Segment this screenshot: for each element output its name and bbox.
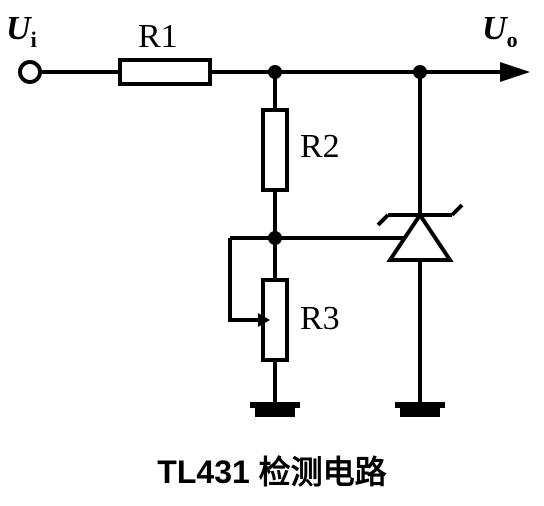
zener-cathode-right-bend <box>452 205 462 215</box>
r3-label: R3 <box>300 300 340 338</box>
ground-zener-fill <box>400 405 440 417</box>
r2-label: R2 <box>300 128 340 166</box>
r1-label: R1 <box>138 18 178 56</box>
output-label-sub: o <box>507 27 518 52</box>
input-label: Ui <box>6 10 37 53</box>
circuit-diagram: Ui Uo R1 R2 R3 TL431 检测电路 <box>0 0 544 501</box>
caption: TL431 检测电路 <box>157 447 386 493</box>
zener-cathode-left-bend <box>378 215 388 225</box>
circuit-svg <box>0 0 544 501</box>
r3-wiper-wire <box>230 243 258 320</box>
input-label-sub: i <box>31 27 37 52</box>
output-arrow <box>500 62 530 82</box>
output-label: Uo <box>482 10 518 53</box>
ground-r3-fill <box>255 405 295 417</box>
resistor-r1 <box>120 60 210 84</box>
resistor-r2 <box>263 110 287 190</box>
input-terminal <box>20 62 40 82</box>
output-label-main: U <box>482 10 507 47</box>
input-label-main: U <box>6 10 31 47</box>
